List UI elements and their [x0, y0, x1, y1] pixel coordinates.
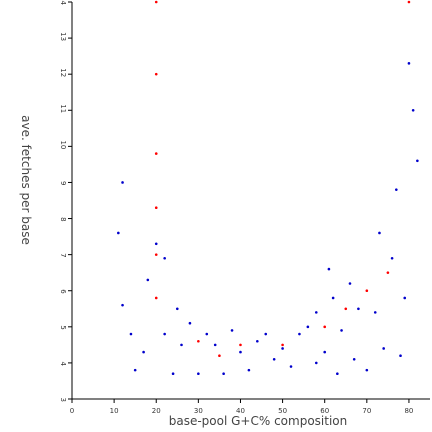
data-point	[407, 62, 411, 65]
data-point	[197, 339, 200, 343]
data-point	[281, 347, 284, 350]
data-point	[390, 256, 394, 260]
data-point	[411, 108, 415, 112]
data-point	[205, 332, 209, 336]
data-point	[146, 278, 150, 282]
data-point	[121, 303, 124, 307]
data-point	[340, 329, 343, 332]
data-point	[386, 271, 390, 274]
data-point	[154, 253, 158, 256]
data-point	[180, 343, 183, 347]
y-tick-label: 7	[59, 253, 67, 257]
data-point	[314, 311, 318, 314]
y-tick-label: 14	[59, 0, 67, 6]
data-point	[129, 332, 133, 336]
data-point	[365, 289, 369, 293]
data-point	[298, 332, 301, 336]
y-tick-label: 10	[59, 140, 67, 149]
data-point	[256, 339, 259, 343]
data-point	[117, 231, 120, 235]
data-point	[357, 307, 360, 311]
y-tick-label: 5	[59, 325, 67, 329]
data-point	[188, 321, 192, 325]
x-tick-label: 70	[362, 407, 371, 415]
data-point	[289, 365, 293, 368]
x-tick-label: 60	[320, 407, 329, 415]
data-point	[213, 343, 217, 347]
data-point	[133, 368, 137, 372]
data-point	[197, 372, 200, 376]
y-tick-label: 8	[59, 217, 67, 221]
data-point	[306, 325, 310, 329]
y-tick-label: 6	[59, 289, 67, 294]
x-tick-label: 80	[404, 407, 413, 415]
data-point	[154, 242, 158, 246]
data-point	[323, 325, 327, 329]
data-point	[222, 372, 225, 376]
data-point	[399, 354, 402, 357]
y-tick-label: 4	[59, 361, 67, 366]
data-point	[407, 0, 411, 4]
data-point	[239, 343, 242, 347]
data-point	[348, 282, 352, 285]
data-point	[154, 206, 158, 210]
data-point	[373, 311, 377, 314]
data-point	[154, 72, 158, 76]
data-point	[154, 0, 158, 4]
data-point	[163, 256, 166, 260]
data-point	[142, 350, 145, 354]
data-point	[378, 231, 381, 235]
data-point	[323, 350, 327, 354]
x-tick-label: 20	[152, 407, 161, 415]
data-point	[331, 296, 335, 300]
y-axis-label: ave. fetches per base	[19, 115, 33, 245]
x-axis-label: base-pool G+C% composition	[169, 414, 348, 428]
data-point	[163, 332, 166, 336]
data-point	[121, 181, 124, 184]
x-tick-label: 10	[110, 407, 119, 415]
y-tick-label: 11	[59, 104, 67, 113]
data-point	[230, 329, 234, 332]
data-point	[352, 358, 356, 361]
axis-ticks: 3 4 5 6 7 8 9 10 11 12 13 14 0 10 20 30 40 50 60 70 80	[59, 0, 413, 415]
data-point	[365, 368, 369, 372]
y-tick-label: 12	[59, 68, 67, 77]
data-point	[171, 372, 175, 376]
data-point	[395, 188, 398, 191]
data-point	[247, 368, 251, 372]
x-tick-label: 30	[194, 407, 203, 415]
data-point	[239, 350, 242, 354]
x-tick-label: 40	[236, 407, 245, 415]
y-tick-label: 13	[59, 32, 67, 41]
data-point	[175, 307, 179, 311]
y-tick-label: 9	[59, 181, 67, 185]
data-point	[416, 159, 419, 163]
x-tick-label: 50	[278, 407, 287, 415]
data-points	[117, 0, 419, 376]
data-point	[344, 307, 348, 311]
data-point	[327, 267, 331, 271]
x-tick-label: 0	[70, 407, 74, 415]
data-point	[154, 152, 158, 155]
data-point	[281, 343, 284, 347]
y-tick-label: 3	[59, 398, 67, 402]
data-point	[382, 347, 385, 350]
data-point	[218, 354, 221, 357]
data-point	[403, 296, 407, 300]
data-point	[314, 361, 318, 365]
data-point	[154, 296, 158, 300]
data-point	[272, 358, 276, 361]
data-point	[264, 332, 268, 336]
data-point	[336, 372, 339, 376]
